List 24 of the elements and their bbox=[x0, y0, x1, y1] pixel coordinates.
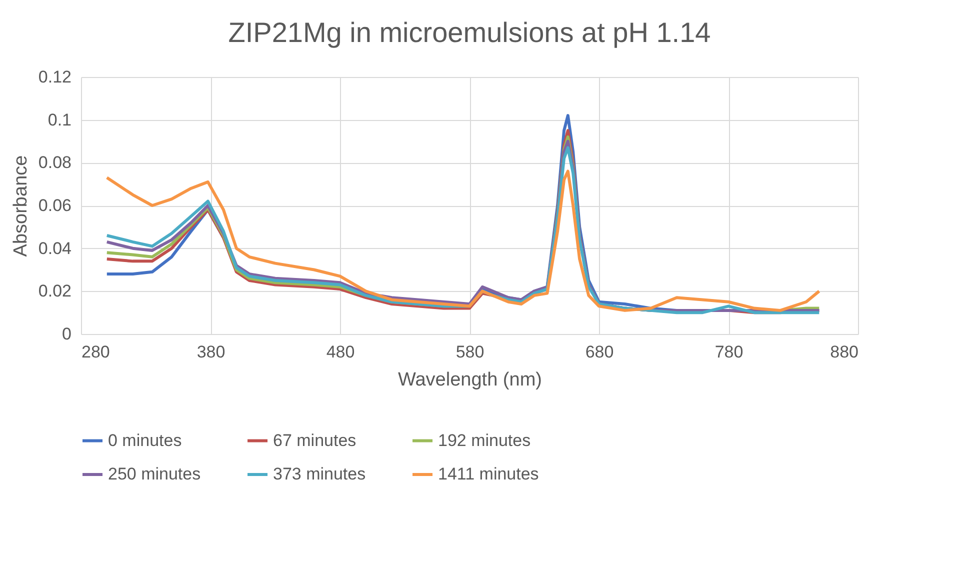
y-tick-label: 0.02 bbox=[38, 282, 72, 301]
y-tick-label: 0.08 bbox=[38, 153, 72, 172]
y-tick-label: 0.06 bbox=[38, 196, 72, 215]
x-tick-label: 280 bbox=[82, 342, 110, 362]
legend-label: 192 minutes bbox=[438, 430, 531, 450]
legend-label: 373 minutes bbox=[273, 464, 366, 484]
x-tick-label: 580 bbox=[456, 342, 484, 362]
line-series bbox=[105, 170, 821, 312]
x-tick-label: 780 bbox=[714, 342, 744, 362]
legend-label: 0 minutes bbox=[108, 430, 182, 450]
legend-label: 1411 minutes bbox=[438, 464, 539, 484]
y-tick-label: 0.12 bbox=[38, 68, 72, 86]
x-axis-title: Wavelength (nm) bbox=[398, 370, 542, 390]
x-tick-label: 680 bbox=[585, 342, 614, 362]
legend-label: 250 minutes bbox=[108, 464, 201, 484]
y-tick-label: 0 bbox=[62, 324, 72, 344]
y-tick-label: 0.1 bbox=[48, 110, 72, 130]
chart-title: ZIP21Mg in microemulsions at pH 1.14 bbox=[228, 17, 711, 48]
x-tick-label: 480 bbox=[326, 342, 355, 362]
legend-label: 67 minutes bbox=[273, 430, 356, 450]
x-tick-label: 380 bbox=[196, 342, 226, 362]
y-axis-title: Absorbance bbox=[10, 155, 32, 257]
y-tick-label: 0.04 bbox=[38, 238, 72, 258]
x-tick-label: 880 bbox=[830, 342, 858, 362]
